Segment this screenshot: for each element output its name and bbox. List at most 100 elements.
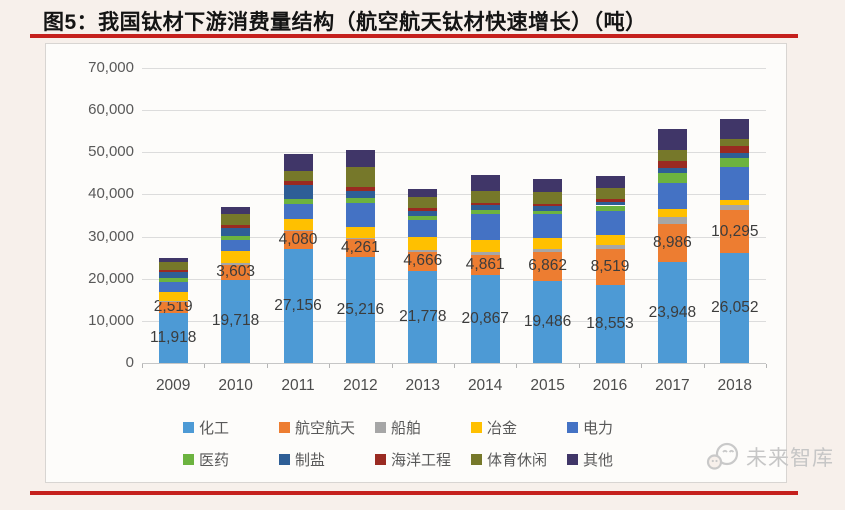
bar-segment-船舶 (158, 300, 188, 303)
bar-segment-体育休闲 (720, 138, 750, 147)
y-axis-label: 60,000 (88, 101, 134, 119)
data-label-航空航天: 6,862 (528, 257, 567, 275)
legend-item-海洋工程: 海洋工程 (375, 451, 451, 469)
x-axis-tick (703, 364, 705, 368)
bar-segment-冶金 (657, 209, 687, 217)
legend-label: 制盐 (295, 451, 326, 469)
bar-segment-冶金 (221, 251, 251, 264)
x-axis-tick (641, 364, 643, 368)
legend-item-船舶: 船舶 (375, 419, 421, 437)
bar-segment-体育休闲 (345, 167, 375, 188)
bar-segment-化工 (657, 262, 687, 363)
bar-segment-体育休闲 (158, 262, 188, 270)
bar-segment-化工 (470, 275, 500, 363)
bar-segment-其他 (720, 118, 750, 139)
data-label-航空航天: 8,519 (590, 257, 630, 275)
bar-segment-医药 (470, 210, 500, 214)
bar-segment-制盐 (470, 205, 500, 211)
legend-item-制盐: 制盐 (279, 451, 326, 469)
bar-segment-海洋工程 (283, 181, 313, 186)
gridline (142, 152, 766, 154)
data-label-化工: 25,216 (336, 300, 385, 318)
data-label-航空航天: 4,861 (465, 255, 505, 273)
legend-swatch (471, 421, 482, 433)
bar-segment-体育休闲 (533, 192, 563, 204)
legend-swatch (471, 453, 482, 465)
x-axis-line (142, 363, 766, 364)
x-axis-tick (516, 364, 518, 368)
bar-segment-医药 (720, 158, 750, 168)
bar-segment-海洋工程 (221, 225, 251, 229)
bar-segment-电力 (408, 219, 438, 238)
chart-panel: 0 10,000 20,000 30,000 40,000 50,000 60,000 70,… (45, 43, 787, 483)
legend-item-冶金: 冶金 (471, 419, 517, 437)
bar-segment-航空航天 (283, 231, 313, 249)
x-axis-label: 2012 (343, 377, 378, 394)
bar-segment-其他 (657, 128, 687, 151)
x-axis-label: 2009 (155, 377, 191, 394)
x-axis-tick (266, 364, 268, 368)
gridline (142, 110, 766, 112)
legend-swatch (183, 453, 194, 465)
legend-item-医药: 医药 (183, 451, 229, 469)
bar-segment-制盐 (408, 210, 438, 217)
bar-segment-医药 (533, 210, 563, 215)
x-axis-tick (454, 364, 455, 368)
bar-segment-制盐 (158, 271, 188, 279)
bar-segment-电力 (221, 240, 251, 252)
x-axis-tick (391, 364, 393, 368)
bar-segment-其他 (283, 154, 313, 172)
x-axis-label: 2016 (592, 377, 628, 394)
legend-swatch (567, 421, 578, 433)
legend-swatch (279, 421, 290, 433)
watermark-text: 未来智库 (746, 447, 834, 470)
legend-label: 航空航天 (295, 419, 356, 437)
legend-item-化工: 化工 (183, 419, 229, 437)
bar-segment-体育休闲 (283, 171, 313, 182)
bar-segment-海洋工程 (408, 207, 438, 211)
bar-segment-其他 (408, 188, 438, 197)
bar-segment-体育休闲 (470, 190, 500, 204)
legend-item-电力: 电力 (567, 419, 613, 437)
bar-segment-医药 (595, 205, 625, 211)
y-axis-label: 70,000 (88, 59, 134, 76)
bar-segment-其他 (221, 207, 251, 214)
legend-swatch (375, 421, 386, 433)
bar-segment-航空航天 (158, 302, 188, 313)
bar-segment-其他 (345, 150, 375, 168)
gridline (142, 278, 766, 280)
data-label-化工: 18,553 (586, 314, 634, 332)
x-axis-label: 2014 (467, 377, 503, 394)
bar-segment-电力 (595, 210, 625, 236)
bar-segment-化工 (158, 312, 188, 363)
legend-label: 体育休闲 (487, 451, 548, 469)
data-label-航空航天: 3,603 (216, 263, 255, 281)
data-label-化工: 23,948 (648, 303, 697, 321)
x-axis-label: 2010 (218, 377, 253, 394)
x-axis-label: 2015 (530, 377, 565, 394)
bar-segment-体育休闲 (595, 188, 625, 200)
bar-segment-船舶 (657, 216, 687, 225)
legend-swatch (279, 453, 290, 465)
legend-swatch (567, 453, 578, 465)
bar-segment-其他 (158, 257, 188, 263)
bar-segment-体育休闲 (221, 213, 251, 226)
legend-swatch (183, 421, 194, 433)
data-label-航空航天: 2,519 (153, 298, 193, 316)
bar-segment-海洋工程 (595, 199, 625, 202)
bar-segment-海洋工程 (720, 146, 750, 154)
data-label-航空航天: 10,295 (711, 222, 759, 240)
bar-segment-电力 (470, 213, 500, 240)
bar-segment-航空航天 (720, 209, 750, 254)
bar-segment-冶金 (408, 237, 438, 250)
bar-segment-航空航天 (533, 251, 563, 281)
data-label-化工: 20,867 (461, 310, 509, 328)
data-label-航空航天: 4,666 (403, 252, 443, 270)
bar-segment-制盐 (720, 153, 750, 159)
bar-segment-其他 (595, 176, 625, 189)
bar-segment-冶金 (720, 200, 750, 205)
bar-segment-海洋工程 (158, 269, 188, 272)
bar-segment-其他 (533, 178, 563, 193)
bar-segment-化工 (283, 248, 313, 363)
y-axis-label: 30,000 (88, 227, 134, 245)
